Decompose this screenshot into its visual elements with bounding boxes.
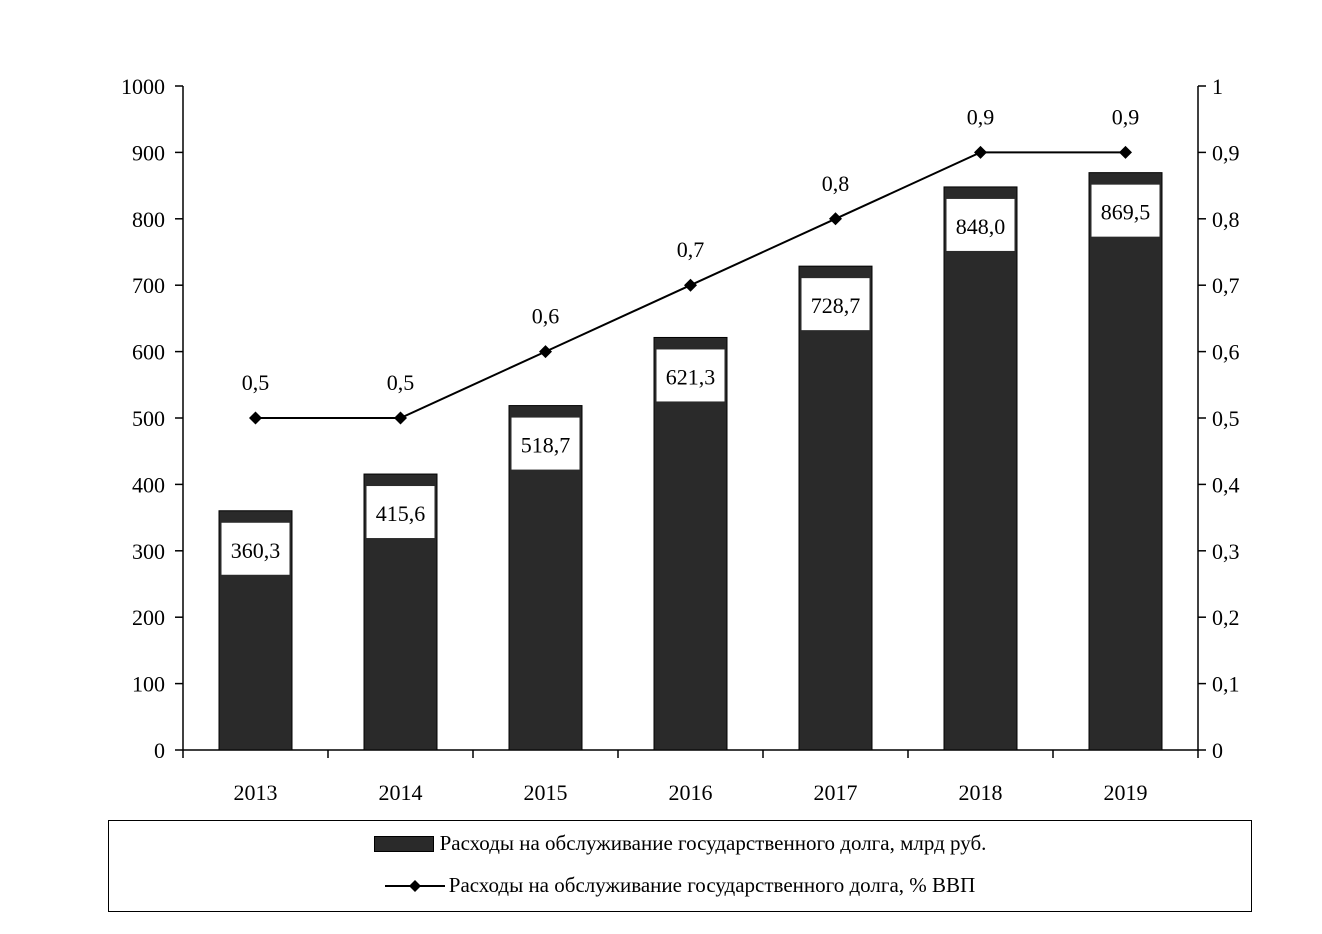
bar-value-label: 728,7 bbox=[811, 293, 861, 318]
y-tick-label-right: 0,7 bbox=[1212, 273, 1240, 298]
y-tick-label-left: 600 bbox=[132, 340, 165, 365]
legend-bar-label: Расходы на обслуживание государственного… bbox=[439, 831, 987, 855]
x-tick-label: 2016 bbox=[669, 780, 713, 805]
legend-item-line: Расходы на обслуживание государственного… bbox=[109, 873, 1251, 898]
bar bbox=[653, 336, 728, 751]
y-tick-label-right: 0,1 bbox=[1212, 672, 1240, 697]
y-tick-label-right: 0,2 bbox=[1212, 605, 1240, 630]
line-point bbox=[249, 411, 262, 425]
bar-label-box bbox=[511, 417, 580, 470]
line-point bbox=[394, 411, 407, 425]
bar-value-label: 848,0 bbox=[956, 214, 1006, 239]
bar bbox=[1088, 172, 1163, 751]
bar-label-box bbox=[221, 522, 290, 575]
x-tick-label: 2018 bbox=[959, 780, 1003, 805]
bar-label-box bbox=[946, 198, 1015, 251]
bar-label-box bbox=[656, 349, 725, 402]
bar-value-label: 518,7 bbox=[521, 433, 571, 458]
line-series bbox=[249, 145, 1132, 425]
line-value-label: 0,5 bbox=[242, 370, 270, 395]
y-tick-label-left: 700 bbox=[132, 273, 165, 298]
y-tick-label-right: 0,8 bbox=[1212, 207, 1240, 232]
axes: 0 100 200 300 400 500 600 700 800 900 1000 0 0,1 0,2 0… bbox=[121, 74, 1240, 805]
data-labels: 360,3 415,6 518,7 621,3 728,7 848,0 869,5 0,5 0,… bbox=[221, 104, 1160, 575]
y-tick-label-right: 0,9 bbox=[1212, 140, 1240, 165]
line-point bbox=[684, 278, 697, 292]
legend: Расходы на обслуживание государственного… bbox=[108, 820, 1252, 912]
bar-label-box bbox=[1091, 184, 1160, 237]
line-point bbox=[829, 212, 842, 226]
legend-line-swatch bbox=[384, 879, 445, 892]
bar-label-box bbox=[366, 486, 435, 539]
y-tick-label-left: 100 bbox=[132, 672, 165, 697]
x-tick-label: 2013 bbox=[234, 780, 278, 805]
y-tick-label-left: 1000 bbox=[121, 74, 165, 99]
line-value-label: 0,5 bbox=[387, 370, 415, 395]
legend-line-label: Расходы на обслуживание государственного… bbox=[448, 873, 976, 897]
y-tick-label-left: 0 bbox=[154, 738, 165, 763]
line-point bbox=[539, 345, 552, 359]
line-value-label: 0,9 bbox=[1112, 104, 1140, 129]
x-tick-label: 2019 bbox=[1104, 780, 1148, 805]
bar bbox=[798, 265, 873, 751]
bar-value-label: 415,6 bbox=[376, 501, 426, 526]
y-tick-label-right: 0,4 bbox=[1212, 472, 1240, 497]
x-tick-label: 2015 bbox=[524, 780, 568, 805]
y-tick-label-left: 400 bbox=[132, 472, 165, 497]
y-tick-label-right: 0 bbox=[1212, 738, 1223, 763]
line-value-label: 0,9 bbox=[967, 104, 995, 129]
bar-value-label: 621,3 bbox=[666, 364, 716, 389]
line-point bbox=[974, 145, 987, 159]
legend-bar-swatch bbox=[373, 835, 434, 852]
bar-value-label: 360,3 bbox=[231, 538, 281, 563]
y-tick-label-left: 900 bbox=[132, 140, 165, 165]
y-tick-label-right: 1 bbox=[1212, 74, 1223, 99]
legend-item-bar: Расходы на обслуживание государственного… bbox=[109, 831, 1251, 856]
bar bbox=[943, 186, 1018, 751]
y-tick-label-left: 300 bbox=[132, 539, 165, 564]
bar-value-label: 869,5 bbox=[1101, 200, 1151, 225]
y-tick-label-right: 0,6 bbox=[1212, 340, 1240, 365]
y-tick-label-right: 0,3 bbox=[1212, 539, 1240, 564]
x-tick-label: 2017 bbox=[814, 780, 858, 805]
bar-label-box bbox=[801, 278, 870, 331]
y-tick-label-left: 200 bbox=[132, 605, 165, 630]
line-value-label: 0,7 bbox=[677, 237, 705, 262]
y-tick-label-right: 0,5 bbox=[1212, 406, 1240, 431]
bars bbox=[218, 172, 1163, 751]
line-value-label: 0,6 bbox=[532, 304, 560, 329]
y-tick-label-left: 500 bbox=[132, 406, 165, 431]
x-tick-label: 2014 bbox=[379, 780, 423, 805]
line-value-label: 0,8 bbox=[822, 171, 850, 196]
y-tick-label-left: 800 bbox=[132, 207, 165, 232]
line-point bbox=[1119, 145, 1132, 159]
